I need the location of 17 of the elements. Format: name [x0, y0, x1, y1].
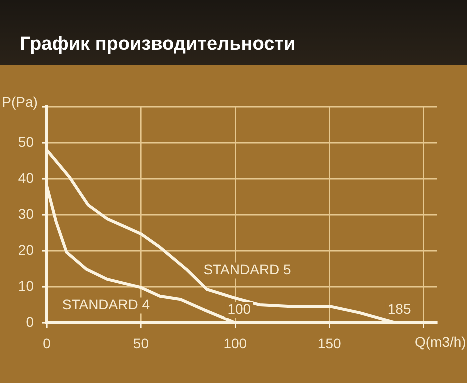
y-tick-label: 10: [18, 278, 34, 294]
annotation: 100: [228, 300, 252, 317]
x-axis-title: Q(m3/h): [415, 334, 466, 350]
y-tick-label: 20: [18, 242, 34, 258]
series-label: STANDARD 5: [204, 262, 292, 278]
annotation: 185: [388, 300, 412, 317]
y-tick-label: 0: [26, 314, 34, 330]
x-tick-label: 0: [43, 335, 52, 352]
series-label: STANDARD 4: [62, 296, 150, 313]
y-tick-label: 40: [18, 170, 34, 186]
y-tick-label: 50: [18, 134, 34, 150]
chart-title: График производительности: [20, 34, 296, 56]
x-tick-label: 50: [133, 335, 150, 352]
y-axis-title: P(Pa): [2, 94, 38, 110]
x-tick-label: 100: [224, 335, 248, 352]
y-tick-label: 30: [18, 206, 34, 222]
x-tick-label: 150: [318, 335, 342, 352]
